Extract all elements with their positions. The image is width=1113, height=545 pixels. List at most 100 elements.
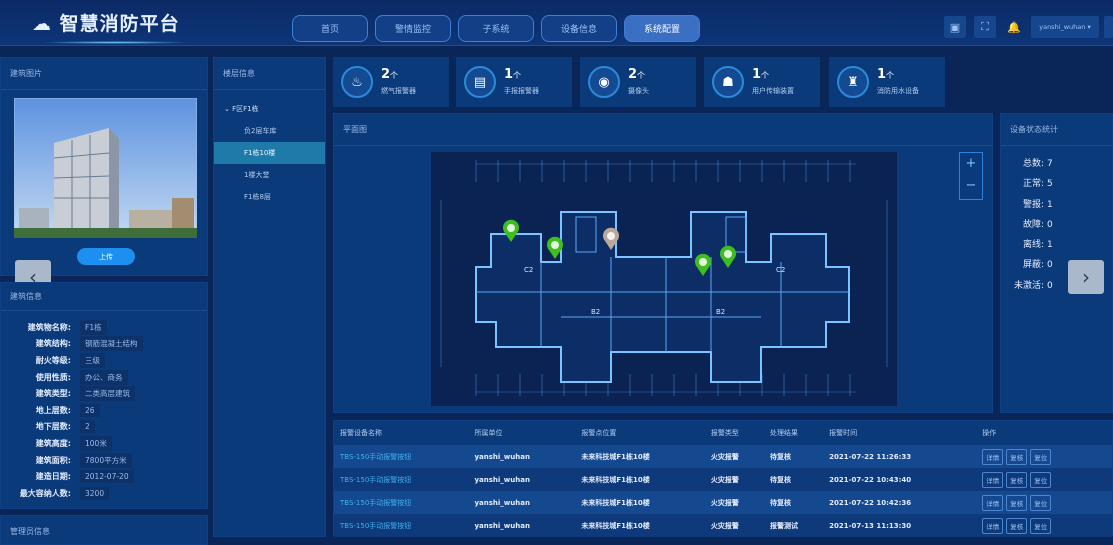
info-row: 建筑面积: 7800平方米 bbox=[3, 452, 207, 469]
floor-tree-panel: 楼层信息 ⌄ F区F1栋 负2层车库 F1栋10楼 1楼大堂 F1栋8层 bbox=[213, 57, 326, 537]
count-unit: 个 bbox=[761, 71, 770, 80]
reset-button[interactable]: 复位 bbox=[1030, 448, 1052, 465]
info-label: 建筑高度: bbox=[35, 438, 71, 448]
zoom-in-button[interactable]: + bbox=[965, 156, 977, 171]
info-row: 最大容纳人数: 3200 bbox=[3, 485, 207, 502]
device-marker-normal[interactable] bbox=[720, 245, 736, 268]
detail-button[interactable]: 详情 bbox=[982, 494, 1004, 511]
info-label: 耐火等级: bbox=[35, 355, 71, 365]
nav-alarm-monitor[interactable]: 警情监控 bbox=[375, 15, 451, 42]
floor-item[interactable]: F1栋10楼 bbox=[214, 142, 325, 164]
device-count: 1个 bbox=[752, 67, 769, 82]
device-marker-normal[interactable] bbox=[547, 236, 563, 259]
count-value: 1 bbox=[504, 67, 514, 82]
tree-root[interactable]: ⌄ F区F1栋 bbox=[224, 105, 259, 113]
review-button[interactable]: 复核 bbox=[1006, 448, 1028, 465]
review-button[interactable]: 复核 bbox=[1006, 517, 1028, 534]
bell-icon[interactable]: 🔔 bbox=[1007, 20, 1021, 34]
nav-device-info[interactable]: 设备信息 bbox=[541, 15, 617, 42]
device-card[interactable]: ♜ 1个 消防用水设备 bbox=[829, 57, 945, 107]
zoom-out-button[interactable]: − bbox=[965, 178, 977, 193]
cloud-logo-icon: ☁ bbox=[32, 13, 60, 35]
info-row: 地下层数: 2 bbox=[3, 419, 207, 436]
device-label: 手报报警器 bbox=[504, 87, 539, 95]
device-label: 消防用水设备 bbox=[877, 87, 919, 95]
detail-button[interactable]: 详情 bbox=[982, 471, 1004, 488]
upload-button[interactable]: 上传 bbox=[77, 248, 135, 265]
reset-button[interactable]: 复位 bbox=[1030, 471, 1052, 488]
svg-text:C2: C2 bbox=[524, 266, 533, 274]
column-header: 报警设备名称 bbox=[340, 429, 382, 437]
logout-button[interactable] bbox=[1104, 16, 1113, 38]
panel-title: 楼层信息 bbox=[223, 69, 255, 78]
detail-button[interactable]: 详情 bbox=[982, 448, 1004, 465]
device-count: 2个 bbox=[381, 67, 398, 82]
device-marker-offline[interactable] bbox=[603, 227, 619, 250]
device-count: 1个 bbox=[877, 67, 894, 82]
table-cell: 未来科技城F1栋10楼 bbox=[581, 475, 650, 484]
device-name-link[interactable]: TBS-150手动报警按钮 bbox=[340, 498, 412, 507]
table-cell: 未来科技城F1栋10楼 bbox=[581, 452, 650, 461]
table-row: TBS-150手动报警按钮 yanshi_wuhan 未来科技城F1栋10楼 火灾报警… bbox=[334, 491, 1112, 514]
panel-title: 管理员信息 bbox=[10, 527, 50, 536]
device-card[interactable]: ☗ 1个 用户传输装置 bbox=[704, 57, 820, 107]
floor-item[interactable]: F1栋8层 bbox=[244, 193, 271, 201]
status-list: 总数: 7 正常: 5 警报: 1 故障: 0 离线: 1 屏蔽: 0 未激活: 0 bbox=[1001, 146, 1112, 298]
status-item: 警报: 1 bbox=[1001, 197, 1059, 217]
device-card[interactable]: ▤ 1个 手报报警器 bbox=[456, 57, 572, 107]
info-value: 三级 bbox=[80, 352, 105, 368]
reset-button[interactable]: 复位 bbox=[1030, 494, 1052, 511]
manual-alarm-icon: ▤ bbox=[464, 66, 496, 98]
actions-cell: 详情 复核 复位 bbox=[976, 514, 1112, 537]
column-header: 报警类型 bbox=[710, 429, 739, 437]
panel-title: 平面图 bbox=[343, 125, 367, 134]
next-arrow-button[interactable]: › bbox=[1068, 260, 1104, 294]
table-cell: 2021-07-22 10:42:36 bbox=[829, 498, 912, 507]
nav-subsystem[interactable]: 子系统 bbox=[458, 15, 534, 42]
device-name-link[interactable]: TBS-150手动报警按钮 bbox=[340, 452, 412, 461]
nav-home[interactable]: 首页 bbox=[292, 15, 368, 42]
count-value: 2 bbox=[381, 67, 391, 82]
device-marker-normal[interactable] bbox=[695, 253, 711, 276]
table-cell: 待复核 bbox=[769, 452, 791, 461]
transmission-icon: ☗ bbox=[712, 66, 744, 98]
info-row: 耐火等级: 三级 bbox=[3, 352, 207, 369]
fullscreen-icon[interactable]: ⛶ bbox=[974, 16, 996, 38]
device-card[interactable]: ◉ 2个 摄像头 bbox=[580, 57, 696, 107]
status-label: 屏蔽: bbox=[1022, 260, 1044, 271]
table-cell: yanshi_wuhan bbox=[474, 452, 530, 461]
info-value: 7800平方米 bbox=[80, 452, 132, 468]
reset-button[interactable]: 复位 bbox=[1030, 517, 1052, 534]
info-value: 100米 bbox=[80, 435, 112, 451]
count-unit: 个 bbox=[637, 71, 646, 80]
device-card[interactable]: ♨ 2个 燃气报警器 bbox=[333, 57, 449, 107]
table-cell: yanshi_wuhan bbox=[474, 521, 530, 530]
screen-icon[interactable]: ▣ bbox=[944, 16, 966, 38]
review-button[interactable]: 复核 bbox=[1006, 471, 1028, 488]
building-photo-panel: 建筑图片 上传 bbox=[0, 57, 208, 276]
building-photo bbox=[14, 98, 197, 238]
info-row: 建筑高度: 100米 bbox=[3, 435, 207, 452]
info-label: 建筑物名称: bbox=[27, 322, 71, 332]
review-button[interactable]: 复核 bbox=[1006, 494, 1028, 511]
info-value: 2012-07-20 bbox=[80, 470, 134, 484]
info-label: 建筑面积: bbox=[35, 455, 71, 465]
floor-item[interactable]: 1楼大堂 bbox=[244, 171, 270, 179]
table-cell: 未来科技城F1栋10楼 bbox=[581, 521, 650, 530]
device-name-link[interactable]: TBS-150手动报警按钮 bbox=[340, 475, 412, 484]
table-cell: 2021-07-22 10:43:40 bbox=[829, 475, 912, 484]
count-unit: 个 bbox=[886, 71, 895, 80]
device-marker-normal[interactable] bbox=[503, 219, 519, 242]
info-label: 建筑类型: bbox=[35, 389, 71, 399]
device-name-link[interactable]: TBS-150手动报警按钮 bbox=[340, 521, 412, 530]
floor-item[interactable]: 负2层车库 bbox=[244, 127, 277, 135]
floor-plan[interactable]: C2 C2 B2 B2 bbox=[431, 152, 897, 406]
info-value: 2 bbox=[80, 420, 95, 434]
status-item: 未激活: 0 bbox=[1001, 278, 1059, 298]
user-menu[interactable]: yanshi_wuhan ▾ bbox=[1031, 16, 1099, 38]
detail-button[interactable]: 详情 bbox=[982, 517, 1004, 534]
table-cell: yanshi_wuhan bbox=[474, 498, 530, 507]
nav-system-config[interactable]: 系统配置 bbox=[624, 15, 700, 42]
app-title: ☁ 智慧消防平台 bbox=[32, 13, 180, 35]
status-item: 总数: 7 bbox=[1001, 156, 1059, 176]
